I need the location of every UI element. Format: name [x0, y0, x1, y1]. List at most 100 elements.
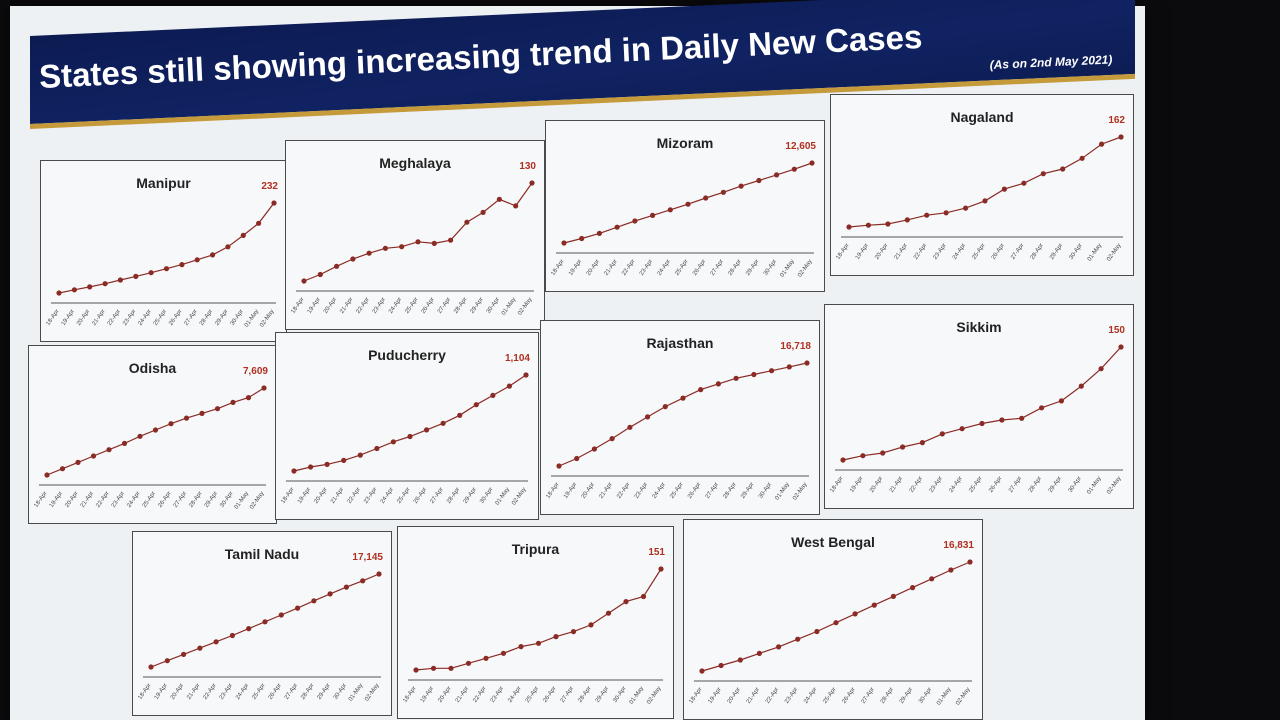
x-tick-label: 23-Apr — [634, 482, 649, 500]
line-chart-odisha: 18-Apr 19-Apr 20-Apr 21-Apr 22-Apr 23-Apr 24-A… — [33, 385, 267, 511]
data-point — [327, 591, 333, 597]
data-point — [506, 383, 512, 389]
x-tick-label: 22-Apr — [616, 482, 631, 500]
data-point — [137, 433, 143, 439]
x-tick-label: 24-Apr — [138, 309, 153, 327]
data-point — [317, 271, 323, 278]
data-point — [924, 212, 930, 218]
x-tick-label: 21-Apr — [455, 686, 470, 704]
x-tick-label: 02-May — [792, 482, 808, 502]
data-point — [1098, 366, 1104, 372]
line-chart-tripura: 18-Apr 19-Apr 20-Apr 21-Apr 22-Apr 23-Apr 24-A… — [402, 566, 664, 706]
data-point — [756, 177, 762, 184]
data-point — [751, 371, 757, 378]
data-point — [840, 457, 846, 463]
data-point — [718, 662, 724, 669]
data-point — [885, 221, 891, 227]
data-point — [561, 240, 567, 246]
data-point — [1058, 398, 1064, 404]
x-tick-label: 20-Apr — [581, 482, 596, 500]
x-tick-label: 21-Apr — [91, 309, 106, 327]
line-chart-west-bengal: 18-Apr 19-Apr 20-Apr 21-Apr 22-Apr 23-Apr 24-A… — [688, 559, 973, 707]
data-point — [448, 237, 454, 243]
chart-title: Puducherry — [368, 347, 446, 363]
x-tick-label: 19-Apr — [563, 482, 578, 500]
data-point — [904, 217, 910, 223]
x-tick-label: 24-Apr — [126, 491, 141, 509]
chart-title: Rajasthan — [646, 335, 714, 351]
x-tick-label: 19-Apr — [61, 309, 76, 327]
line-chart-sikkim: 18-Apr 19-Apr 20-Apr 21-Apr 22-Apr 23-Apr 24-A… — [829, 344, 1124, 496]
data-point — [440, 420, 446, 426]
x-tick-label: 18-Apr — [280, 487, 295, 505]
x-tick-label: 30-Apr — [1068, 476, 1083, 494]
data-point — [183, 415, 190, 421]
data-point — [360, 578, 366, 584]
data-point — [229, 632, 235, 639]
data-point — [959, 426, 965, 432]
x-tick-label: 02-May — [249, 491, 265, 511]
x-tick-label: 27-Apr — [710, 259, 725, 277]
x-tick-label: 02-May — [259, 309, 275, 329]
x-tick-label: 25-Apr — [525, 686, 540, 704]
data-point — [737, 657, 743, 663]
x-tick-label: 27-Apr — [284, 683, 299, 701]
x-tick-label: 21-Apr — [330, 487, 345, 505]
x-tick-label: 02-May — [646, 686, 662, 706]
x-tick-label: 24-Apr — [507, 686, 522, 704]
x-tick-label: 22-Apr — [107, 309, 122, 327]
data-point — [291, 468, 297, 474]
chart-panel-puducherry: Puducherry 18-Apr 19-Apr 20-Apr 21-Apr 22-Apr… — [275, 332, 539, 520]
data-point — [366, 250, 372, 256]
x-tick-label: 29-Apr — [317, 683, 332, 701]
x-tick-label: 20-Apr — [437, 686, 452, 704]
data-point — [979, 420, 985, 427]
data-point — [197, 645, 203, 651]
data-point — [1039, 405, 1045, 411]
data-point — [473, 402, 479, 408]
data-point — [982, 198, 988, 204]
data-point — [769, 368, 775, 374]
x-tick-label: 19-Apr — [849, 476, 864, 494]
x-tick-label: 01-May — [234, 491, 250, 511]
line-chart-mizoram: 18-Apr 19-Apr 20-Apr 21-Apr 22-Apr 23-Apr 24-A… — [550, 160, 815, 279]
data-point — [1118, 134, 1124, 140]
data-point — [880, 450, 886, 456]
data-point — [324, 461, 330, 467]
data-point — [301, 278, 307, 284]
x-tick-label: 29-Apr — [899, 687, 914, 705]
x-tick-label: 21-Apr — [599, 482, 614, 500]
data-point — [334, 263, 340, 269]
x-tick-label: 26-Apr — [991, 243, 1006, 261]
last-value-label: 12,605 — [785, 141, 816, 152]
data-point — [948, 567, 954, 573]
x-tick-label: 19-Apr — [855, 243, 870, 261]
data-point — [121, 440, 128, 446]
last-value-label: 16,718 — [780, 341, 811, 352]
x-tick-label: 21-Apr — [889, 476, 904, 494]
data-point — [650, 212, 656, 218]
data-point — [1019, 415, 1025, 421]
data-point — [939, 431, 945, 437]
x-tick-label: 01-May — [780, 259, 796, 279]
x-tick-label: 26-Apr — [168, 309, 183, 327]
x-tick-label: 22-Apr — [765, 687, 780, 705]
data-point — [1021, 180, 1027, 186]
x-tick-label: 22-Apr — [909, 476, 924, 494]
series-line — [848, 136, 1122, 228]
x-tick-label: 24-Apr — [388, 297, 403, 315]
data-point — [570, 629, 577, 635]
x-tick-label: 18-Apr — [835, 243, 850, 261]
x-tick-label: 26-Apr — [988, 476, 1003, 494]
chart-title: Tripura — [511, 541, 560, 557]
x-tick-label: 23-Apr — [784, 687, 799, 705]
chart-title: Tamil Nadu — [224, 546, 300, 562]
data-point — [71, 287, 77, 293]
data-point — [343, 584, 349, 590]
x-tick-label: 21-Apr — [339, 297, 354, 315]
x-tick-label: 20-Apr — [314, 487, 329, 505]
chart-panel-sikkim: Sikkim 18-Apr 19-Apr 20-Apr 21-Apr 22-Apr 23-A… — [824, 304, 1134, 509]
data-point — [133, 273, 139, 279]
data-point — [148, 664, 154, 670]
data-point — [240, 232, 246, 238]
